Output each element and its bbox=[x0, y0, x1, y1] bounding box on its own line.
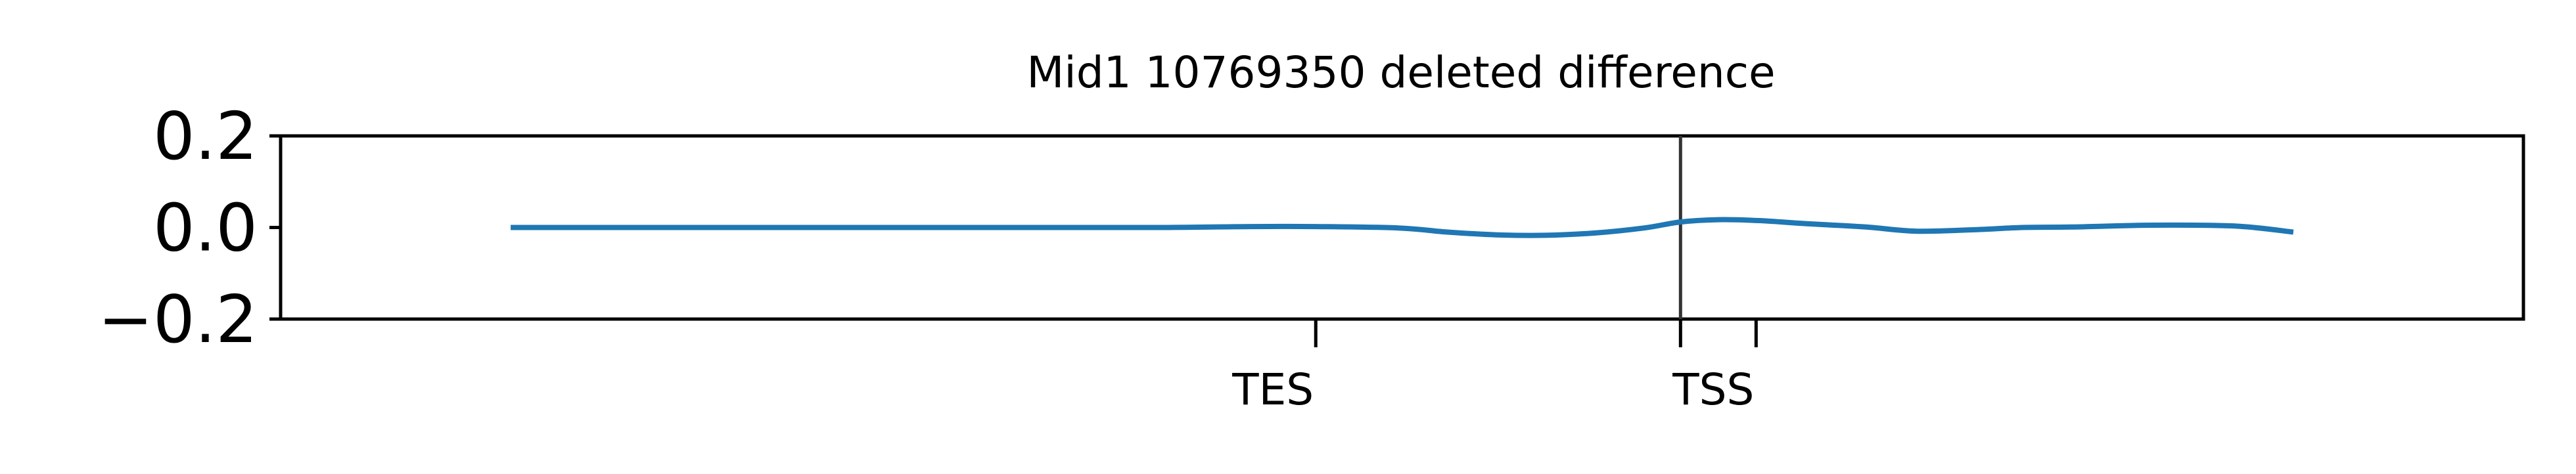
x-tick-label: TES bbox=[1231, 364, 1314, 415]
x-axis: TES TSS bbox=[1231, 319, 1758, 415]
x-tick-label: TSS bbox=[1672, 364, 1754, 415]
chart-title: Mid1 10769350 deleted difference bbox=[1026, 47, 1775, 98]
y-tick-label: 0.2 bbox=[153, 98, 258, 175]
plot-area bbox=[279, 134, 2525, 321]
y-axis: 0.2 0.0 −0.2 bbox=[98, 98, 281, 358]
series-line bbox=[511, 217, 2294, 238]
y-tick-label: −0.2 bbox=[98, 281, 258, 358]
y-tick-label: 0.0 bbox=[153, 190, 258, 267]
